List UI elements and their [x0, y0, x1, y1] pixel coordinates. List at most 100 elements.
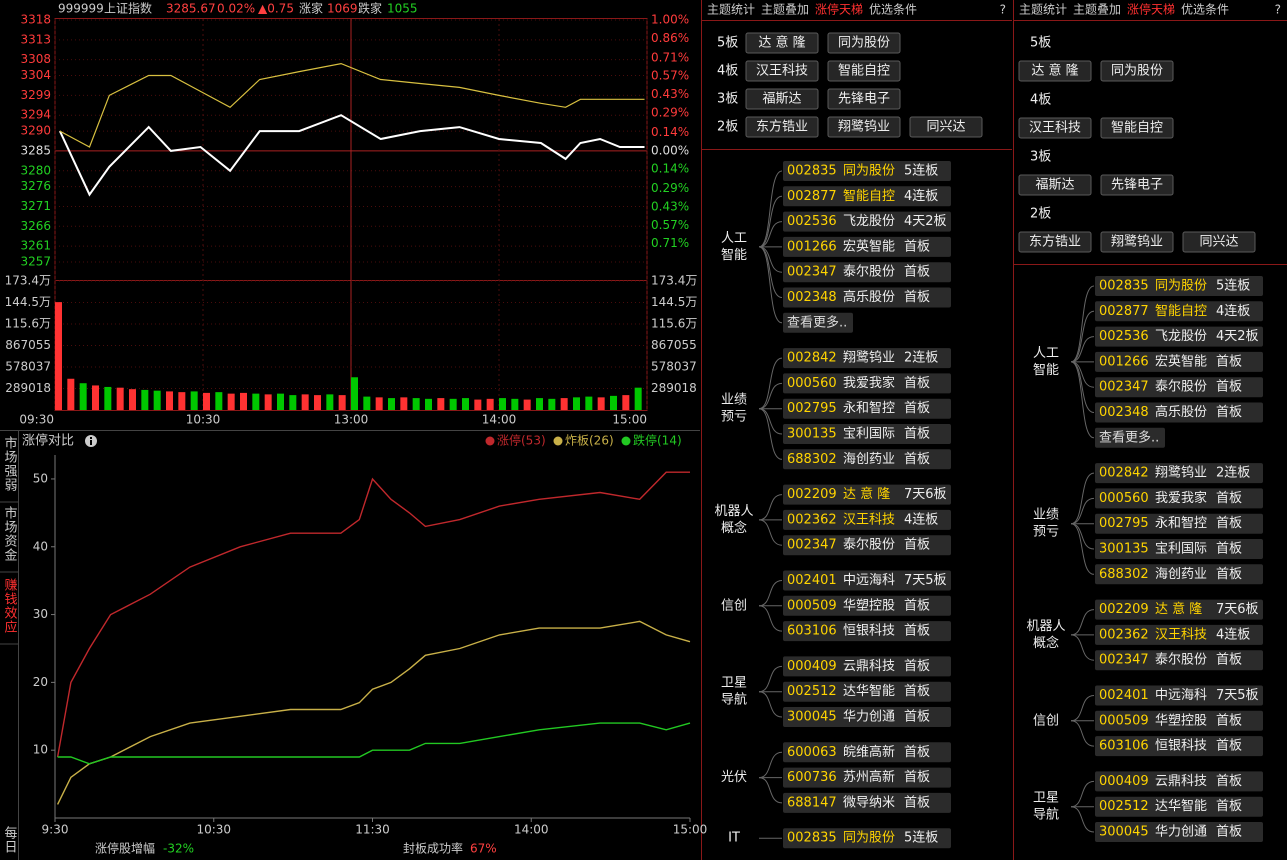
stock-code[interactable]: 600063: [787, 745, 837, 760]
stock-code[interactable]: 603106: [787, 624, 837, 639]
stock-status[interactable]: 首板: [904, 290, 930, 305]
stock-name[interactable]: 翔鹭钨业: [843, 350, 895, 366]
stock-code[interactable]: 002401: [787, 573, 837, 588]
stock-name[interactable]: 高乐股份: [1155, 404, 1207, 420]
stock-code[interactable]: 002209: [1099, 602, 1149, 617]
ladder-stock-box[interactable]: [827, 32, 901, 54]
stock-code[interactable]: 000560: [1099, 491, 1149, 506]
stock-box[interactable]: [783, 707, 951, 727]
stock-box[interactable]: [1095, 488, 1263, 509]
stock-box[interactable]: [1095, 599, 1263, 620]
stock-box[interactable]: [783, 484, 951, 505]
stock-name[interactable]: 华塑控股: [843, 598, 895, 613]
stock-status[interactable]: 首板: [904, 598, 930, 613]
ladder-stock[interactable]: 汉王科技: [1029, 121, 1081, 136]
stock-box[interactable]: [1095, 301, 1263, 322]
side-tab[interactable]: 市场强弱: [2, 435, 18, 492]
stock-code[interactable]: 002877: [787, 189, 837, 204]
stock-name[interactable]: 微导纳米: [843, 795, 895, 810]
stock-box[interactable]: [783, 681, 951, 702]
stock-code[interactable]: 002795: [787, 401, 837, 416]
stock-box[interactable]: [783, 398, 951, 419]
stock-code[interactable]: 000509: [787, 598, 837, 613]
stock-code[interactable]: 002512: [1099, 799, 1149, 814]
panel-tab[interactable]: 主题叠加: [761, 3, 809, 17]
ladder-stock-box[interactable]: [745, 60, 819, 82]
stock-status[interactable]: 4天2板: [1216, 329, 1259, 344]
stock-box[interactable]: [1095, 377, 1263, 398]
stock-box[interactable]: [1095, 822, 1263, 842]
stock-code[interactable]: 002795: [1099, 516, 1149, 531]
ladder-stock-box[interactable]: [1018, 60, 1092, 82]
stock-name[interactable]: 苏州高新: [843, 769, 895, 785]
help-button[interactable]: ?: [1000, 3, 1006, 17]
stock-name[interactable]: 皖维高新: [843, 744, 895, 760]
stock-code[interactable]: 002842: [1099, 466, 1149, 481]
ladder-stock-box[interactable]: [827, 60, 901, 82]
stock-box[interactable]: [783, 535, 951, 556]
stock-name[interactable]: 恒银科技: [1155, 739, 1207, 754]
stock-status[interactable]: 首板: [904, 659, 930, 674]
stock-code[interactable]: 002348: [787, 290, 837, 305]
stock-box[interactable]: [1095, 796, 1263, 817]
ladder-stock-box[interactable]: [1018, 231, 1092, 253]
panel-tab[interactable]: 涨停天梯: [815, 2, 863, 17]
side-tab[interactable]: 市场资金: [2, 505, 18, 562]
ladder-stock[interactable]: 同为股份: [838, 36, 890, 51]
stock-box[interactable]: [1095, 326, 1263, 347]
more-link[interactable]: 查看更多..: [1099, 429, 1159, 445]
stock-status[interactable]: 首板: [1216, 516, 1242, 531]
stock-status[interactable]: 首板: [904, 265, 930, 280]
stock-name[interactable]: 宝利国际: [843, 427, 895, 442]
stock-status[interactable]: 首板: [904, 427, 930, 442]
ladder-stock-box[interactable]: [1018, 174, 1092, 196]
stock-code[interactable]: 001266: [1099, 354, 1149, 369]
stock-code[interactable]: 300135: [1099, 542, 1149, 557]
stock-box[interactable]: [783, 828, 951, 849]
stock-code[interactable]: 688302: [787, 452, 837, 467]
stock-name[interactable]: 宝利国际: [1155, 542, 1207, 557]
stock-status[interactable]: 首板: [1216, 739, 1242, 754]
stock-box[interactable]: [783, 449, 951, 470]
stock-box[interactable]: [783, 424, 951, 444]
stock-code[interactable]: 002835: [787, 164, 837, 179]
stock-box[interactable]: [783, 621, 951, 642]
stock-name[interactable]: 达华智能: [1155, 799, 1207, 814]
stock-name[interactable]: 海创药业: [843, 452, 895, 467]
stock-status[interactable]: 首板: [1216, 713, 1242, 728]
stock-status[interactable]: 2连板: [1216, 465, 1250, 481]
more-box[interactable]: [783, 312, 853, 333]
stock-code[interactable]: 002347: [1099, 653, 1149, 668]
ladder-stock-box[interactable]: [1182, 231, 1256, 253]
stock-name[interactable]: 恒银科技: [843, 624, 895, 639]
stock-code[interactable]: 002347: [787, 265, 837, 280]
stock-status[interactable]: 7天6板: [1216, 602, 1259, 617]
ladder-stock[interactable]: 东方锆业: [756, 119, 808, 135]
stock-name[interactable]: 达 意 隆: [1155, 601, 1202, 617]
panel-tab[interactable]: 主题统计: [707, 3, 755, 17]
stock-status[interactable]: 首板: [904, 770, 930, 785]
stock-box[interactable]: [1095, 402, 1263, 423]
ladder-stock-box[interactable]: [827, 88, 901, 110]
stock-code[interactable]: 002348: [1099, 405, 1149, 420]
stock-box[interactable]: [1095, 771, 1263, 792]
stock-box[interactable]: [1095, 539, 1263, 559]
help-button[interactable]: ?: [1275, 3, 1281, 17]
stock-code[interactable]: 600736: [787, 770, 837, 785]
stock-box[interactable]: [783, 161, 951, 181]
stock-name[interactable]: 翔鹭钨业: [1155, 465, 1207, 481]
ladder-stock[interactable]: 先锋电子: [1111, 178, 1163, 193]
stock-status[interactable]: 首板: [1216, 774, 1242, 789]
ladder-stock[interactable]: 智能自控: [1111, 121, 1163, 136]
ladder-stock[interactable]: 福斯达: [762, 92, 801, 107]
stock-code[interactable]: 688302: [1099, 567, 1149, 582]
side-tab[interactable]: 每日: [2, 825, 18, 854]
stock-box[interactable]: [783, 348, 951, 369]
ladder-stock-box[interactable]: [745, 116, 819, 138]
stock-status[interactable]: 7天5板: [904, 573, 947, 588]
stock-box[interactable]: [783, 792, 951, 813]
stock-status[interactable]: 首板: [1216, 405, 1242, 420]
stock-name[interactable]: 华力创通: [1155, 825, 1207, 840]
panel-tab[interactable]: 主题叠加: [1073, 3, 1121, 17]
stock-status[interactable]: 首板: [904, 538, 930, 553]
